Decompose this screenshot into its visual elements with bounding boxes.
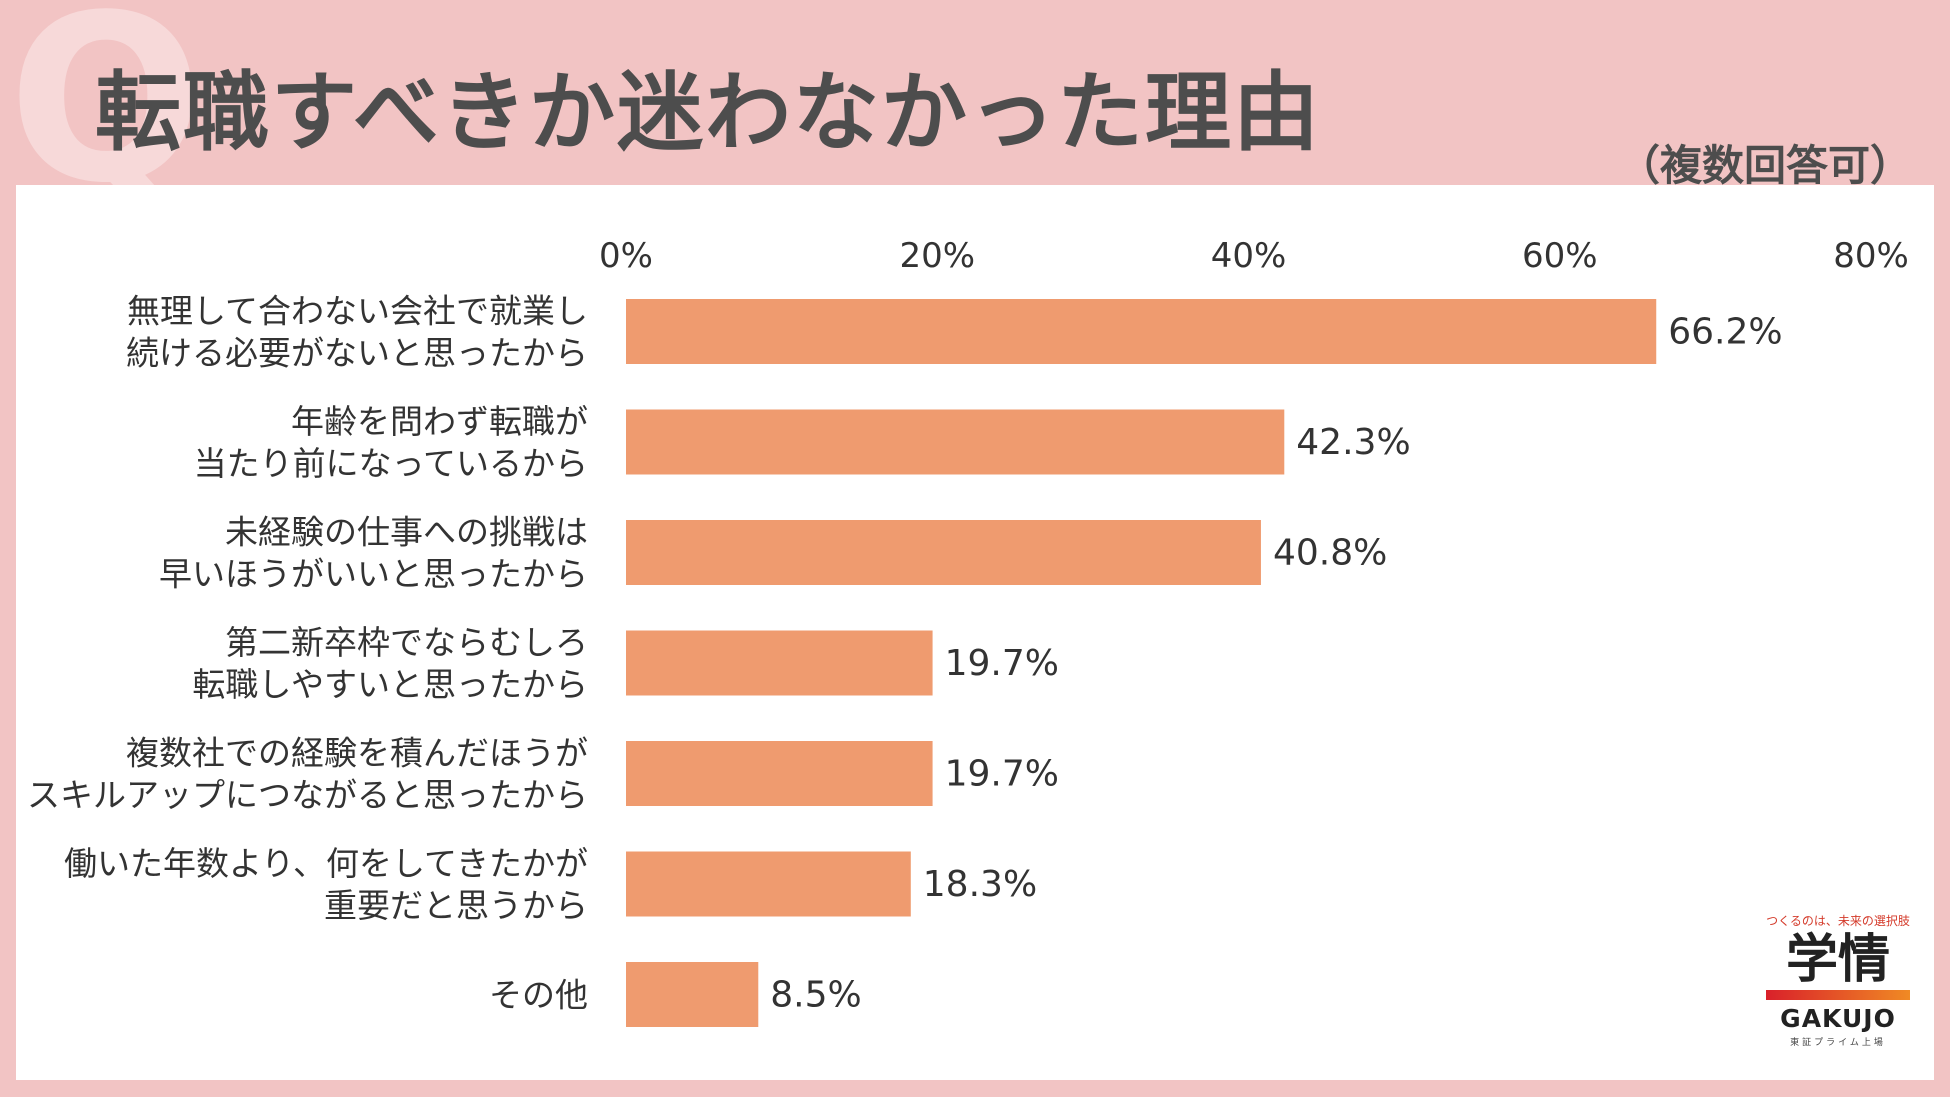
logo-color-bar bbox=[1766, 989, 1910, 1000]
x-tick-label: 0% bbox=[599, 236, 653, 276]
logo-subtitle: 東証プライム上場 bbox=[1790, 1037, 1886, 1048]
category-label: その他 bbox=[489, 976, 588, 1015]
category-label: 無理して合わない会社で就業し bbox=[127, 292, 588, 331]
category-label: 未経験の仕事への挑戦は bbox=[225, 513, 588, 552]
bar bbox=[626, 520, 1261, 585]
logo-wordmark: GAKUJO bbox=[1780, 1003, 1896, 1033]
category-label: 早いほうがいいと思ったから bbox=[159, 555, 588, 594]
x-tick-label: 20% bbox=[899, 236, 975, 276]
category-label: 複数社での経験を積んだほうが bbox=[126, 734, 588, 773]
logo-tagline: つくるのは、未来の選択肢 bbox=[1766, 914, 1910, 928]
bar-value-label: 42.3% bbox=[1296, 422, 1410, 463]
category-label: 続ける必要がないと思ったから bbox=[126, 334, 588, 373]
chart-panel: 0% 20% 40% 60% 80% 66.2% 無理して合わない会社で就業し 続ける必要がな… bbox=[16, 185, 1934, 1080]
bar bbox=[626, 299, 1657, 364]
category-label: 年齢を問わず転職が bbox=[291, 402, 588, 441]
bar-value-label: 19.7% bbox=[945, 754, 1059, 795]
logo-mark: 学情 bbox=[1785, 930, 1890, 990]
bar-value-label: 40.8% bbox=[1273, 533, 1387, 574]
category-label: 当たり前になっているから bbox=[194, 444, 588, 483]
q-watermark: Q bbox=[8, 0, 204, 234]
bar bbox=[626, 409, 1285, 475]
bar-chart: 0% 20% 40% 60% 80% 66.2% 無理して合わない会社で就業し続ける必要がな… bbox=[27, 236, 1909, 1027]
category-label: 第二新卒枠でならむしろ bbox=[225, 623, 588, 662]
x-tick-label: 40% bbox=[1211, 236, 1287, 276]
bar-value-label: 66.2% bbox=[1668, 312, 1782, 353]
category-label: 重要だと思うから bbox=[324, 886, 588, 925]
page-title: 転職すべきか迷わなかった理由 bbox=[95, 63, 1321, 163]
category-label: 働いた年数より、何をしてきたかが bbox=[64, 844, 588, 883]
multiple-answers-note: （複数回答可） bbox=[1617, 141, 1912, 190]
category-label: スキルアップにつながると思ったから bbox=[27, 776, 588, 815]
bar bbox=[626, 962, 759, 1027]
gakujo-logo: つくるのは、未来の選択肢 学情 GAKUJO 東証プライム上場 bbox=[1758, 912, 1918, 1062]
bar bbox=[626, 851, 911, 917]
bar bbox=[626, 630, 933, 696]
bar-value-label: 19.7% bbox=[945, 643, 1059, 684]
x-tick-label: 80% bbox=[1833, 236, 1909, 276]
bar-value-label: 18.3% bbox=[923, 864, 1037, 905]
x-tick-label: 60% bbox=[1522, 236, 1598, 276]
bar-value-label: 8.5% bbox=[770, 975, 861, 1016]
category-label: 転職しやすいと思ったから bbox=[192, 665, 588, 704]
bar bbox=[626, 741, 933, 806]
